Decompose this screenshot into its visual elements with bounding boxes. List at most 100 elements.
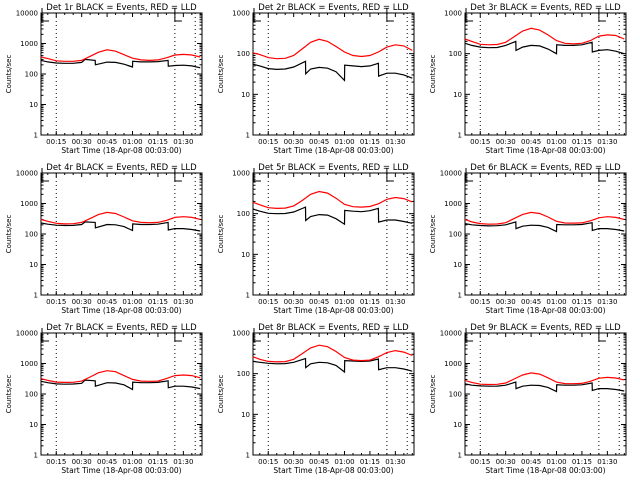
y-tick-label: 1000 [232,330,250,338]
interval-bracket-mark [174,8,182,22]
x-tick-label: 01:15 [360,458,380,466]
panel-title: Det 2r BLACK = Events, RED = LLD [258,3,409,13]
x-tick-label: 00:15 [470,298,490,306]
x-tick-label: 00:15 [46,298,66,306]
y-tick-label: 1 [246,452,250,460]
interval-bracket-mark [386,328,394,342]
y-tick-label: 1000 [20,40,38,48]
y-tick-label: 10 [453,91,462,99]
x-tick-label: 00:15 [258,138,278,146]
y-tick-label: 1000 [444,10,462,18]
interval-bracket-mark [386,168,394,182]
x-tick-label: 00:30 [496,298,516,306]
y-tick-label: 100 [25,71,38,79]
x-tick-label: 00:45 [309,458,329,466]
x-tick-label: 01:15 [572,458,592,466]
panel-det-4: Det 4r BLACK = Events, RED = LLD 1 10 100 10… [5,163,203,315]
y-tick-label: 10 [29,261,38,269]
y-tick-label: 1000 [232,170,250,178]
interval-bracket-mark [465,168,473,182]
y-tick-label: 1000 [20,200,38,208]
x-tick-label: 01:15 [148,458,168,466]
plot-frame [252,332,415,456]
x-tick-label: 00:45 [521,138,541,146]
panel-title: Det 5r BLACK = Events, RED = LLD [258,163,409,173]
x-tick-label: 00:30 [72,298,92,306]
x-tick-label: 01:00 [546,458,566,466]
panel-title: Det 1r BLACK = Events, RED = LLD [46,3,197,13]
series-events [40,379,201,391]
y-axis-label: Counts/sec [217,375,225,414]
y-tick-label: 10000 [440,170,462,178]
x-tick-label: 01:30 [597,458,617,466]
y-axis-label: Counts/sec [5,55,13,94]
plot-frame [40,172,203,296]
interval-bracket-mark [41,328,49,342]
interval-bracket-mark [253,328,261,342]
x-axis-label: Start Time (18-Apr-08 00:03:00) [273,466,393,475]
panel-det-3: Det 3r BLACK = Events, RED = LLD 1 10 100 10… [429,3,627,155]
panel-det-2: Det 2r BLACK = Events, RED = LLD 1 10 100 10… [217,3,415,155]
y-tick-label: 10 [453,421,462,429]
x-tick-label: 01:00 [334,458,354,466]
x-tick-label: 01:00 [546,138,566,146]
x-tick-label: 01:30 [385,458,405,466]
panel-title: Det 3r BLACK = Events, RED = LLD [470,3,621,13]
x-tick-label: 00:30 [284,458,304,466]
y-axis-label: Counts/sec [217,55,225,94]
x-tick-label: 00:45 [97,458,117,466]
panel-det-8: Det 8r BLACK = Events, RED = LLD 1 10 100 10… [217,323,415,475]
interval-bracket-mark [41,8,49,22]
series-lld [464,27,625,46]
series-events [464,381,625,393]
x-tick-label: 00:15 [46,458,66,466]
y-tick-label: 1000 [444,360,462,368]
panel-title: Det 4r BLACK = Events, RED = LLD [46,163,197,173]
y-tick-label: 100 [25,231,38,239]
interval-bracket-mark [174,328,182,342]
x-tick-label: 01:30 [597,298,617,306]
interval-bracket-mark [253,168,261,182]
series-lld [464,372,625,386]
x-tick-label: 00:45 [521,458,541,466]
plot-frame [464,332,627,456]
x-tick-label: 00:30 [72,458,92,466]
series-events [252,357,413,374]
y-tick-label: 100 [237,210,250,218]
plot-frame [40,332,203,456]
y-tick-label: 10 [241,91,250,99]
plot-frame [464,172,627,296]
y-tick-label: 1000 [20,360,38,368]
y-tick-label: 100 [237,50,250,58]
y-tick-label: 1 [246,292,250,300]
y-tick-label: 100 [25,391,38,399]
x-tick-label: 00:15 [46,138,66,146]
y-tick-label: 10000 [16,10,38,18]
x-tick-label: 01:15 [360,298,380,306]
x-tick-label: 01:30 [173,458,193,466]
interval-bracket-mark [465,328,473,342]
x-axis-label: Start Time (18-Apr-08 00:03:00) [61,146,181,155]
y-tick-label: 10 [241,251,250,259]
x-tick-label: 00:15 [258,298,278,306]
panel-det-5: Det 5r BLACK = Events, RED = LLD 1 10 100 10… [217,163,415,315]
interval-bracket-mark [598,8,606,22]
y-tick-label: 10 [241,411,250,419]
y-axis-label: Counts/sec [429,215,437,254]
x-tick-label: 01:30 [385,138,405,146]
interval-bracket-mark [465,8,473,22]
series-lld [464,211,625,225]
interval-bracket-mark [598,168,606,182]
x-tick-label: 01:30 [173,138,193,146]
panel-title: Det 9r BLACK = Events, RED = LLD [470,323,621,333]
y-tick-label: 1000 [232,10,250,18]
x-tick-label: 01:30 [597,138,617,146]
y-tick-label: 100 [237,370,250,378]
y-axis-label: Counts/sec [429,55,437,94]
series-lld [40,49,201,62]
x-axis-label: Start Time (18-Apr-08 00:03:00) [61,306,181,315]
series-events [252,60,413,82]
x-tick-label: 01:00 [546,298,566,306]
x-axis-label: Start Time (18-Apr-08 00:03:00) [485,146,605,155]
